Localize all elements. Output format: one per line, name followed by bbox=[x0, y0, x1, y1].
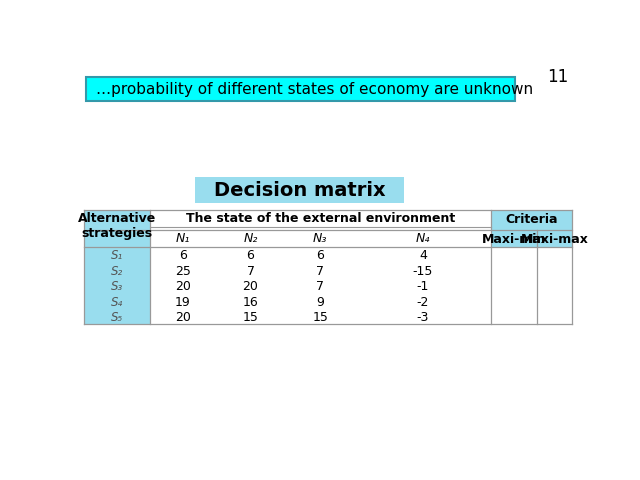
Text: Maxi-min: Maxi-min bbox=[482, 233, 546, 246]
Text: 25: 25 bbox=[175, 265, 191, 278]
Text: Maxi-max: Maxi-max bbox=[521, 233, 589, 246]
Text: 6: 6 bbox=[246, 249, 255, 263]
FancyBboxPatch shape bbox=[491, 230, 537, 247]
Text: 11: 11 bbox=[547, 68, 568, 86]
FancyBboxPatch shape bbox=[86, 77, 515, 101]
Text: -3: -3 bbox=[417, 311, 429, 324]
Text: 15: 15 bbox=[243, 311, 259, 324]
Text: -15: -15 bbox=[413, 265, 433, 278]
Text: 6: 6 bbox=[179, 249, 187, 263]
Text: 16: 16 bbox=[243, 296, 259, 309]
Text: 7: 7 bbox=[316, 265, 324, 278]
Text: Alternative
strategies: Alternative strategies bbox=[77, 212, 156, 240]
Text: S₁: S₁ bbox=[111, 249, 123, 263]
Text: S₃: S₃ bbox=[111, 280, 123, 293]
Text: N₃: N₃ bbox=[313, 232, 328, 245]
Text: N₂: N₂ bbox=[243, 232, 258, 245]
Text: S₅: S₅ bbox=[111, 311, 123, 324]
Text: Decision matrix: Decision matrix bbox=[214, 180, 385, 200]
Text: 7: 7 bbox=[316, 280, 324, 293]
FancyBboxPatch shape bbox=[195, 177, 404, 203]
Text: 7: 7 bbox=[246, 265, 255, 278]
FancyBboxPatch shape bbox=[537, 230, 572, 247]
Text: S₄: S₄ bbox=[111, 296, 123, 309]
Text: 4: 4 bbox=[419, 249, 427, 263]
Text: N₄: N₄ bbox=[416, 232, 430, 245]
Text: 15: 15 bbox=[312, 311, 328, 324]
Text: 20: 20 bbox=[175, 311, 191, 324]
Text: Criteria: Criteria bbox=[505, 213, 557, 226]
Text: N₁: N₁ bbox=[175, 232, 190, 245]
Text: …probability of different states of economy are unknown: …probability of different states of econ… bbox=[95, 82, 532, 96]
Text: The state of the external environment: The state of the external environment bbox=[186, 212, 455, 226]
Text: 6: 6 bbox=[316, 249, 324, 263]
Text: -1: -1 bbox=[417, 280, 429, 293]
Text: 20: 20 bbox=[175, 280, 191, 293]
Text: -2: -2 bbox=[417, 296, 429, 309]
Text: 20: 20 bbox=[243, 280, 259, 293]
Text: 9: 9 bbox=[316, 296, 324, 309]
FancyBboxPatch shape bbox=[491, 210, 572, 230]
FancyBboxPatch shape bbox=[84, 210, 150, 324]
Text: 19: 19 bbox=[175, 296, 191, 309]
Text: S₂: S₂ bbox=[111, 265, 123, 278]
